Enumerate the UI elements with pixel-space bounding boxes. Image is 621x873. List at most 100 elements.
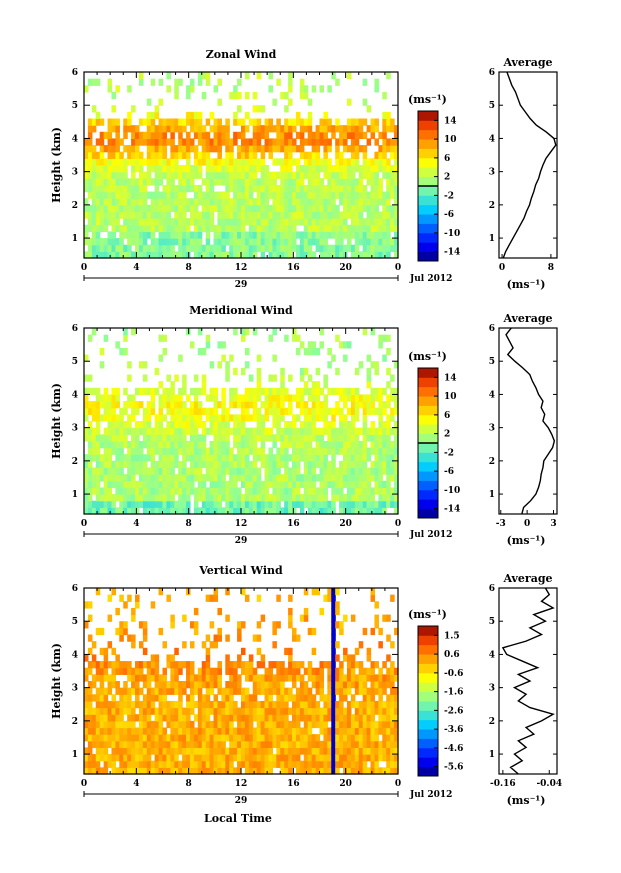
- heatmap-cell: [91, 707, 97, 715]
- heatmap-cell: [170, 740, 175, 749]
- heatmap-cell: [135, 447, 140, 455]
- heatmap-cell: [87, 447, 93, 455]
- heatmap-cell: [268, 231, 273, 239]
- heatmap-cell: [394, 158, 399, 166]
- heatmap-cell: [178, 244, 183, 252]
- heatmap-cell: [319, 694, 325, 702]
- heatmap-cell: [150, 447, 156, 455]
- heatmap-cell: [95, 674, 101, 682]
- heatmap-cell: [95, 714, 101, 722]
- heatmap-cell: [248, 171, 254, 179]
- heatmap-cell: [311, 734, 317, 742]
- heatmap-cell: [154, 440, 160, 449]
- heatmap-cell: [201, 427, 207, 435]
- heatmap-cell: [370, 588, 376, 596]
- heatmap-cell: [394, 224, 399, 233]
- heatmap-cell: [362, 414, 368, 422]
- heatmap-cell: [343, 740, 348, 749]
- heatmap-cell: [374, 480, 379, 489]
- heatmap-cell: [299, 198, 305, 206]
- heatmap-cell: [166, 714, 171, 722]
- heatmap-cell: [343, 754, 348, 762]
- heatmap-cell: [327, 440, 332, 449]
- heatmap-cell: [237, 231, 242, 239]
- heatmap-cell: [107, 151, 113, 159]
- heatmap-cell: [319, 760, 325, 768]
- heatmap-cell: [303, 767, 309, 775]
- heatmap-cell: [150, 654, 156, 662]
- heatmap-cell: [146, 440, 152, 449]
- heatmap-cell: [307, 138, 313, 146]
- heatmap-cell: [280, 145, 285, 153]
- heatmap-cell: [138, 734, 144, 742]
- heatmap-cell: [260, 700, 266, 709]
- heatmap-cell: [131, 634, 136, 642]
- heatmap-cell: [362, 158, 368, 166]
- heatmap-cell: [119, 178, 124, 186]
- heatmap-cell: [182, 178, 187, 186]
- heatmap-cell: [95, 487, 101, 495]
- heatmap-cell: [135, 694, 140, 702]
- heatmap-cell: [150, 387, 156, 396]
- heatmap-cell: [166, 434, 171, 442]
- heatmap-cell: [189, 244, 195, 252]
- heatmap-cell: [272, 98, 277, 106]
- heatmap-cell: [178, 238, 183, 246]
- heatmap-cell: [213, 667, 219, 675]
- heatmap-cell: [174, 647, 179, 656]
- heatmap-cell: [268, 151, 273, 159]
- heatmap-cell: [370, 158, 376, 166]
- heatmap-cell: [288, 211, 293, 219]
- colorbar-swatch: [418, 672, 438, 683]
- heatmap-cell: [343, 747, 348, 755]
- heatmap-cell: [87, 667, 93, 675]
- heatmap-cell: [288, 720, 293, 729]
- heatmap-cell: [111, 588, 116, 596]
- x-tick-label: 4: [133, 519, 139, 529]
- heatmap-cell: [225, 747, 230, 755]
- heatmap-cell: [233, 500, 238, 508]
- heatmap-cell: [95, 734, 101, 742]
- heatmap-cell: [209, 480, 215, 489]
- heatmap-cell: [123, 621, 128, 629]
- heatmap-cell: [142, 700, 148, 709]
- heatmap-cell: [260, 211, 266, 219]
- heatmap-cell: [292, 231, 297, 239]
- heatmap-cell: [189, 145, 195, 153]
- heatmap-cell: [252, 125, 258, 133]
- heatmap-cell: [284, 421, 289, 429]
- heatmap-cell: [115, 714, 120, 722]
- heatmap-cell: [138, 151, 144, 159]
- heatmap-cell: [241, 467, 246, 475]
- heatmap-cell: [315, 440, 321, 449]
- heatmap-cell: [241, 218, 246, 226]
- heatmap-cell: [237, 211, 242, 219]
- heatmap-cell: [197, 747, 203, 755]
- heatmap-cell: [303, 460, 309, 469]
- heatmap-cell: [354, 447, 360, 455]
- heatmap-cell: [158, 158, 164, 166]
- heatmap-cell: [288, 204, 293, 213]
- heatmap-cell: [358, 231, 364, 239]
- heatmap-cell: [358, 218, 364, 226]
- heatmap-cell: [119, 460, 124, 469]
- heatmap-cell: [374, 244, 379, 252]
- heatmap-cell: [162, 334, 168, 342]
- heatmap-cell: [119, 251, 124, 259]
- heatmap-cell: [264, 754, 270, 762]
- heatmap-cell: [182, 760, 187, 768]
- heatmap-cell: [166, 374, 171, 382]
- heatmap-cell: [280, 244, 285, 252]
- heatmap-cell: [299, 727, 305, 735]
- heatmap-cell: [170, 145, 175, 153]
- heatmap-cell: [331, 754, 336, 762]
- heatmap-cell: [323, 727, 328, 735]
- heatmap-cell: [174, 747, 179, 755]
- heatmap-cell: [119, 440, 124, 449]
- heatmap-cell: [350, 231, 356, 239]
- heatmap-cell: [268, 145, 273, 153]
- heatmap-cell: [84, 687, 89, 695]
- heatmap-cell: [299, 714, 305, 722]
- heatmap-cell: [193, 151, 199, 159]
- profile-y-tick-label: 2: [489, 201, 495, 211]
